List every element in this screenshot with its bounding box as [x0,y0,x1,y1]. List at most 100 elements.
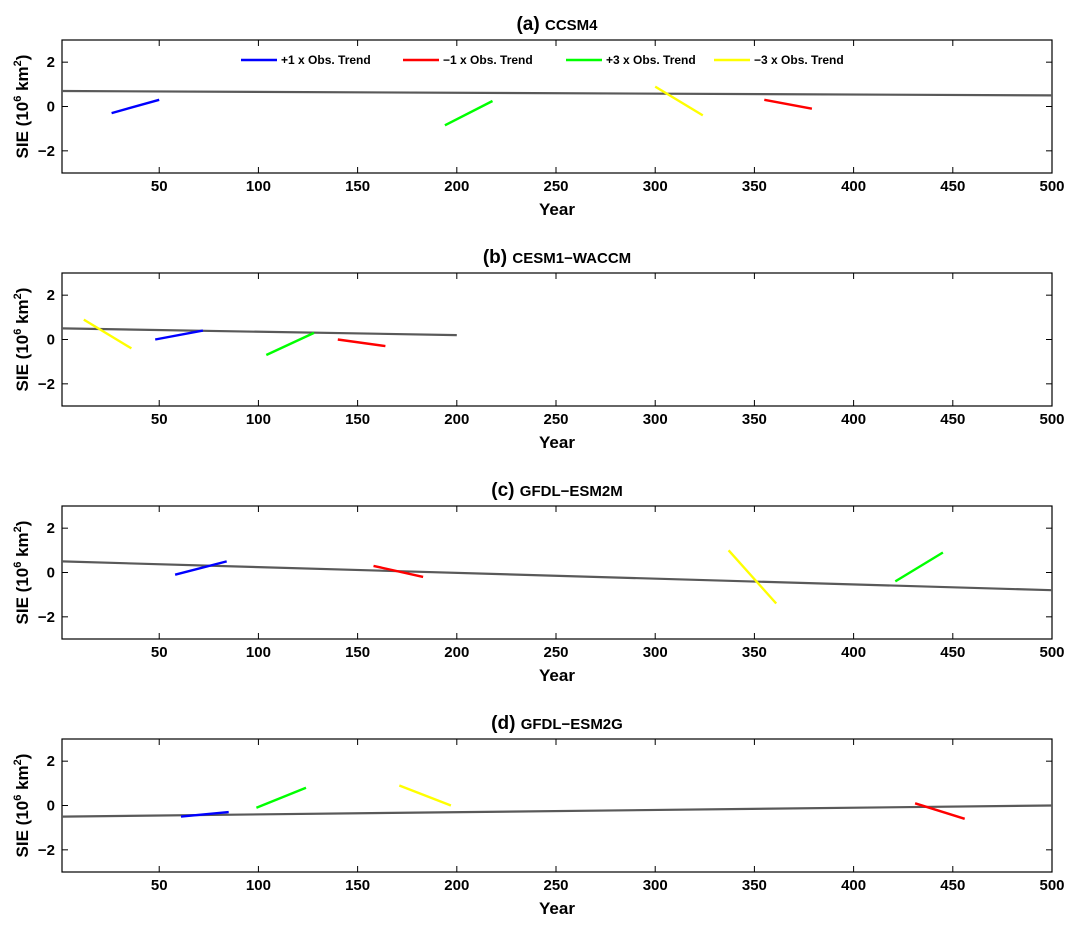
x-tick-label: 350 [742,644,767,661]
x-tick-label: 250 [543,178,568,195]
trend-segment-line [727,549,778,605]
x-axis-label: Year [539,666,575,685]
x-tick-label: 500 [1039,178,1064,195]
y-tick-label: −2 [38,842,55,859]
x-tick-label: 50 [151,411,168,428]
x-tick-label: 500 [1039,644,1064,661]
y-axis-label: SIE (106​ km2​) [12,521,32,625]
trend-segment-line [180,810,229,818]
panel-2: 50 100 150 200 250 300 350 400 450 500 −2 0 2 (b) CES… [12,247,1065,452]
x-tick-label: 50 [151,178,168,195]
x-axis-label: Year [539,200,575,219]
legend: +1 x Obs. Trend −1 x Obs. Trend +3 x Obs. … [241,53,844,67]
sie-series-line [62,804,1052,818]
y-tick-label: 2 [47,287,55,304]
legend-entry-label: −1 x Obs. Trend [443,53,533,67]
trend-segment-line [154,329,204,341]
x-tick-label: 250 [543,411,568,428]
y-tick-label: 2 [47,520,55,537]
x-tick-label: 300 [643,178,668,195]
y-tick-label: 0 [47,99,55,116]
trend-segment-line [914,802,966,820]
trend-segment-line [83,318,133,350]
trend-segment-line [265,331,315,357]
x-tick-label: 350 [742,877,767,894]
x-tick-label: 50 [151,877,168,894]
sie-series-line [62,327,457,337]
x-tick-label: 400 [841,644,866,661]
x-tick-label: 100 [246,411,271,428]
axes-frame [61,39,1053,174]
x-tick-label: 350 [742,178,767,195]
panel-model-name: GFDL−ESM2M [520,483,623,500]
panel-4: 50 100 150 200 250 300 350 400 450 500 −2 0 2 (d) GFD… [12,713,1065,918]
panel-model-name: CESM1−WACCM [512,250,631,267]
y-tick-label: −2 [38,609,55,626]
panel-1: 50 100 150 200 250 300 350 400 450 500 −2 0 2 (a) CCS… [12,14,1065,219]
trend-segment-line [174,560,227,576]
axes-frame [61,738,1053,873]
x-tick-label: 450 [940,644,965,661]
y-axis-label: SIE (106​ km2​) [12,55,32,159]
x-tick-label: 500 [1039,877,1064,894]
y-tick-label: 2 [47,54,55,71]
trend-segment-line [894,551,944,583]
x-tick-label: 150 [345,877,370,894]
x-tick-label: 100 [246,644,271,661]
x-tick-label: 400 [841,877,866,894]
x-tick-label: 250 [543,877,568,894]
axes-frame [61,272,1053,407]
panel-letter: (d) [491,713,521,734]
legend-entry-label: +1 x Obs. Trend [281,53,371,67]
panel-letter: (b) [483,247,513,268]
trend-segment-line [373,564,424,579]
panel-title: (c) GFDL−ESM2M [491,480,622,501]
panel-model-name: CCSM4 [545,17,598,34]
x-tick-label: 100 [246,877,271,894]
panel-3: 50 100 150 200 250 300 350 400 450 500 −2 0 2 (c) GFD… [12,480,1065,685]
trend-segment-line [444,99,494,127]
x-axis-label: Year [539,433,575,452]
x-tick-label: 150 [345,644,370,661]
x-tick-label: 50 [151,644,168,661]
x-tick-label: 450 [940,178,965,195]
x-tick-label: 200 [444,411,469,428]
y-tick-label: 0 [47,798,55,815]
panel-title: (b) CESM1−WACCM [483,247,631,268]
trend-segment-line [654,85,704,117]
x-tick-label: 450 [940,877,965,894]
x-tick-label: 200 [444,178,469,195]
panel-letter: (c) [491,480,520,501]
panel-letter: (a) [516,14,545,35]
trend-segment-line [764,98,813,110]
x-tick-label: 200 [444,644,469,661]
legend-entry-label: +3 x Obs. Trend [606,53,696,67]
sie-series-line [62,560,1052,592]
x-tick-label: 300 [643,877,668,894]
x-tick-label: 100 [246,178,271,195]
legend-entry-label: −3 x Obs. Trend [754,53,844,67]
trend-segment-line [337,338,386,348]
sie-series-line [62,89,1052,97]
x-tick-label: 150 [345,411,370,428]
axes-frame [61,505,1053,640]
x-tick-label: 250 [543,644,568,661]
x-tick-label: 450 [940,411,965,428]
x-axis-label: Year [539,899,575,918]
panel-title: (a) CCSM4 [516,14,598,35]
y-tick-label: −2 [38,376,55,393]
x-tick-label: 500 [1039,411,1064,428]
y-tick-label: 2 [47,753,55,770]
trend-segment-line [398,784,452,807]
x-tick-label: 300 [643,644,668,661]
panel-title: (d) GFDL−ESM2G [491,713,623,734]
y-axis-label: SIE (106​ km2​) [12,288,32,392]
x-tick-label: 300 [643,411,668,428]
trend-segment-line [255,786,307,809]
y-tick-label: 0 [47,332,55,349]
trend-segment-line [111,98,160,115]
y-tick-label: −2 [38,143,55,160]
x-tick-label: 400 [841,411,866,428]
y-axis-label: SIE (106​ km2​) [12,754,32,858]
